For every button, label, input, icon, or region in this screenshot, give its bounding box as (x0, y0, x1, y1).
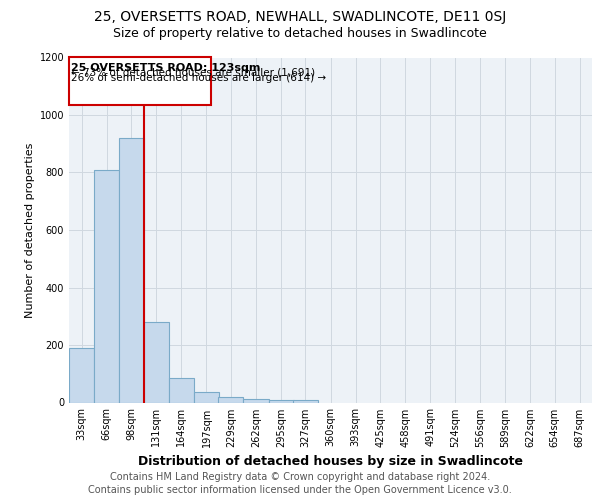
Bar (94, 170, 119, 402)
Text: 25, OVERSETTS ROAD, NEWHALL, SWADLINCOTE, DE11 0SJ: 25, OVERSETTS ROAD, NEWHALL, SWADLINCOTE… (94, 10, 506, 24)
Bar (293, 400, 318, 402)
Bar (218, 397, 244, 402)
Bar (69, 348, 94, 403)
Y-axis label: Number of detached properties: Number of detached properties (25, 142, 35, 318)
Bar (119, 138, 143, 402)
Text: Size of property relative to detached houses in Swadlincote: Size of property relative to detached ho… (113, 28, 487, 40)
Text: 25 OVERSETTS ROAD: 123sqm: 25 OVERSETTS ROAD: 123sqm (71, 62, 260, 72)
X-axis label: Distribution of detached houses by size in Swadlincote: Distribution of detached houses by size … (138, 455, 523, 468)
Bar (269, 400, 293, 402)
Bar (169, 378, 194, 402)
Bar (69, 58, 211, 105)
Text: Contains public sector information licensed under the Open Government Licence v3: Contains public sector information licen… (88, 485, 512, 495)
Bar (143, 322, 169, 402)
Text: 26% of semi-detached houses are larger (614) →: 26% of semi-detached houses are larger (… (71, 73, 326, 83)
Text: Contains HM Land Registry data © Crown copyright and database right 2024.: Contains HM Land Registry data © Crown c… (110, 472, 490, 482)
Bar (244, 399, 269, 402)
Bar (194, 392, 219, 402)
Text: ← 73% of detached houses are smaller (1,691): ← 73% of detached houses are smaller (1,… (71, 68, 316, 78)
